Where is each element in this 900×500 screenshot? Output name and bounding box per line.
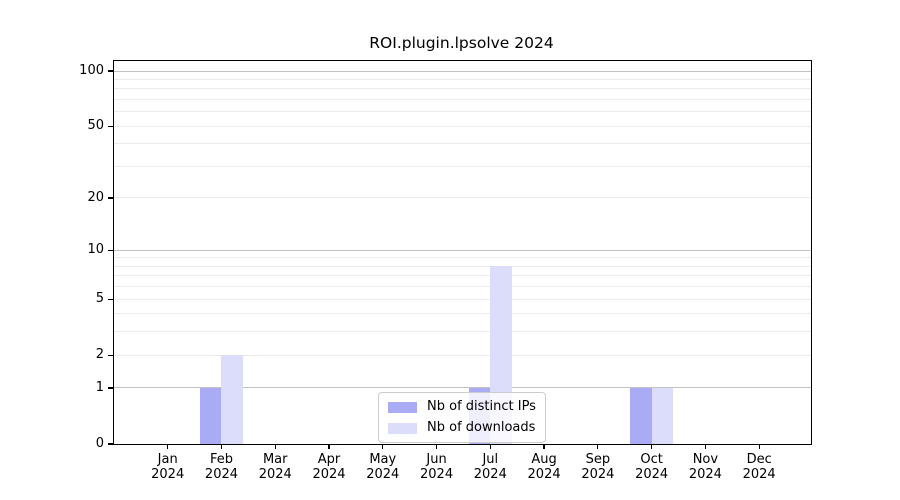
x-tick [435,444,438,449]
x-tick-label: Nov 2024 [673,452,737,482]
x-tick-year: 2024 [581,467,615,482]
x-tick-year: 2024 [151,467,185,482]
minor-gridline [114,125,811,127]
x-tick [543,444,545,449]
x-tick-label: Jul 2024 [458,452,522,482]
y-tick [107,443,113,445]
plot-area: Nb of distinct IPs Nb of downloads Jan 20… [79,60,812,482]
x-tick-label: Feb 2024 [189,452,253,482]
x-tick-label: May 2024 [351,452,415,482]
x-tick-month: Dec [746,452,772,467]
y-tick [107,125,113,127]
x-tick-label: Oct 2024 [620,452,684,482]
bar-downloads [651,387,674,444]
x-tick-month: Nov [692,452,719,467]
minor-gridline [114,286,811,288]
x-tick-label: Jun 2024 [405,452,469,482]
x-tick-month: Aug [531,452,557,467]
x-tick [597,444,599,449]
major-gridline [114,387,811,389]
minor-gridline [114,298,811,300]
x-tick [328,444,330,449]
minor-gridline [114,165,811,167]
y-tick-label: 20 [87,189,104,205]
minor-gridline [114,78,811,80]
legend: Nb of distinct IPs Nb of downloads [378,392,546,443]
x-tick-month: Mar [262,452,288,467]
y-tick-label: 10 [87,242,104,258]
x-tick [651,444,653,449]
x-tick-year: 2024 [688,467,722,482]
major-gridline [114,249,811,251]
x-tick [704,444,706,449]
minor-gridline [114,265,811,267]
minor-gridline [114,313,811,315]
y-tick-label: 2 [95,347,104,363]
y-tick [107,70,113,72]
bar-distinct-ips [630,387,652,444]
legend-item-downloads: Nb of downloads [388,420,536,436]
x-tick-month: Jul [482,452,499,467]
x-tick-year: 2024 [635,467,669,482]
bar-distinct-ips [199,387,222,444]
x-tick-month: Apr [317,452,341,467]
legend-item-distinct-ips: Nb of distinct IPs [388,399,536,415]
minor-gridline [114,98,811,100]
x-tick [167,444,169,449]
y-tick [107,354,113,356]
major-gridline [114,70,811,72]
x-tick [758,444,760,449]
y-tick [107,298,113,300]
minor-gridline [114,197,811,199]
minor-gridline [114,143,811,145]
legend-label-distinct-ips: Nb of distinct IPs [427,399,536,414]
x-tick-month: Sep [585,452,611,467]
x-tick-month: Jan [157,452,178,467]
minor-gridline [114,88,811,90]
x-tick-month: Feb [209,452,233,467]
minor-gridline [114,257,811,259]
x-tick-year: 2024 [742,467,776,482]
x-tick-year: 2024 [258,467,292,482]
y-tick [107,249,113,251]
x-tick-label: Dec 2024 [727,452,791,482]
y-tick-label: 100 [79,63,104,78]
x-tick [382,444,384,449]
minor-gridline [114,111,811,113]
y-tick-label: 0 [95,436,104,451]
x-tick [274,444,276,449]
x-tick [220,444,223,449]
x-tick-year: 2024 [473,467,507,482]
y-tick-label: 1 [95,379,104,395]
legend-label-downloads: Nb of downloads [427,420,536,435]
y-tick-label: 50 [87,118,104,134]
y-tick [107,387,113,389]
minor-gridline [114,275,811,277]
minor-gridline [114,354,811,356]
chart-title: ROI.plugin.lpsolve 2024 [369,34,554,52]
legend-swatch-distinct-ips [388,401,417,413]
minor-gridline [114,331,811,333]
y-tick-label: 5 [95,291,104,307]
x-tick-label: Mar 2024 [243,452,307,482]
x-tick-year: 2024 [312,467,346,482]
x-tick-month: Oct [640,452,663,467]
bar-downloads [221,355,243,444]
x-tick-label: Aug 2024 [512,452,576,482]
x-tick-year: 2024 [204,467,239,482]
x-tick-label: Apr 2024 [297,452,361,482]
y-tick [107,197,113,199]
x-tick-label: Jan 2024 [136,452,200,482]
x-tick-year: 2024 [527,467,561,482]
x-tick-month: May [369,452,397,467]
x-tick [489,444,491,449]
legend-swatch-downloads [388,422,417,434]
x-tick-year: 2024 [366,467,400,482]
x-tick-year: 2024 [420,467,454,482]
x-tick-label: Sep 2024 [566,452,630,482]
x-tick-month: Jun [426,452,447,467]
